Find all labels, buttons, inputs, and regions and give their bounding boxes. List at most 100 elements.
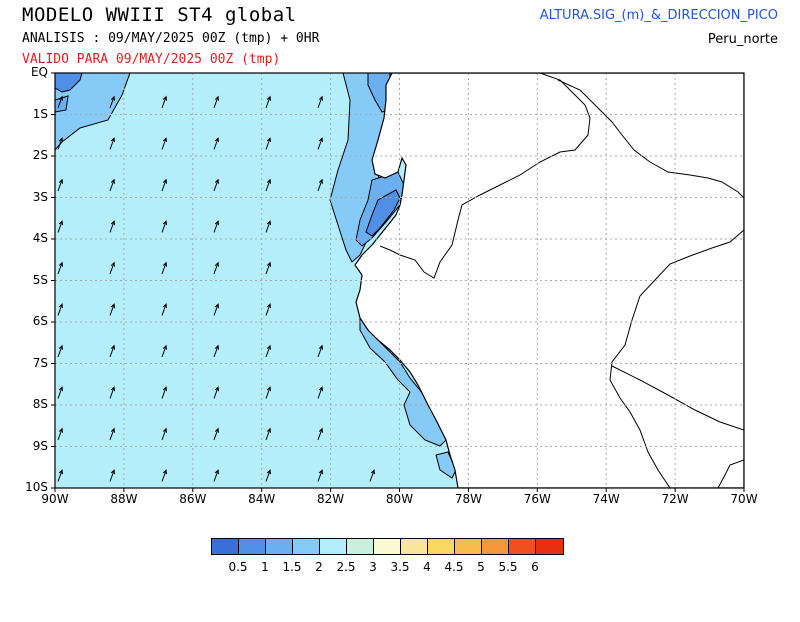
wave-arrow bbox=[265, 179, 271, 192]
wave-arrow-head bbox=[266, 95, 272, 101]
wave-arrow-head bbox=[266, 178, 272, 184]
wave-arrow bbox=[161, 221, 167, 233]
legend-swatch bbox=[482, 539, 509, 554]
map-frame bbox=[54, 72, 745, 489]
wave-arrow bbox=[213, 387, 219, 399]
wave-arrow-head bbox=[266, 220, 272, 226]
country-border bbox=[557, 79, 744, 199]
legend-label: 4.5 bbox=[444, 560, 464, 574]
wave-arrow-head bbox=[162, 427, 168, 433]
wave-arrow-head bbox=[214, 427, 220, 433]
lat-label: 4S bbox=[32, 231, 48, 245]
wave-arrow bbox=[317, 345, 323, 358]
wave-arrow-head bbox=[162, 469, 168, 475]
wave-arrow-head bbox=[318, 95, 324, 101]
wave-arrow bbox=[109, 221, 115, 233]
wave-arrow-head bbox=[162, 386, 168, 392]
lat-label: 10S bbox=[25, 480, 48, 494]
wave-arrow bbox=[57, 428, 63, 441]
wave-arrow bbox=[109, 138, 115, 150]
wave-arrow-head bbox=[266, 427, 272, 433]
wave-arrow-head bbox=[110, 178, 116, 184]
wave-arrow bbox=[265, 428, 271, 441]
legend-swatch bbox=[455, 539, 482, 554]
legend-label: 2 bbox=[315, 560, 323, 574]
legend-swatch bbox=[293, 539, 320, 554]
country-border bbox=[717, 459, 744, 488]
legend-label: 1.5 bbox=[282, 560, 302, 574]
legend-swatch bbox=[428, 539, 455, 554]
wave-arrow bbox=[161, 96, 167, 109]
wave-arrow bbox=[57, 345, 63, 358]
legend-label: 4 bbox=[423, 560, 431, 574]
legend-label: 0.5 bbox=[228, 560, 248, 574]
valid-time: VALIDO PARA 09/MAY/2025 00Z (tmp) bbox=[22, 52, 281, 67]
lat-label: 9S bbox=[32, 438, 48, 453]
wave-arrow bbox=[57, 387, 63, 399]
wave-arrow-head bbox=[58, 469, 64, 475]
wave-arrow-head bbox=[214, 137, 220, 143]
wave-arrow bbox=[213, 138, 219, 150]
wave-arrow-head bbox=[370, 469, 376, 475]
wave-arrow bbox=[369, 470, 375, 482]
wave-arrow-head bbox=[266, 469, 272, 475]
wave-arrow bbox=[57, 179, 63, 192]
color-legend bbox=[211, 538, 564, 555]
wave-arrow bbox=[109, 387, 115, 399]
low-wave-band bbox=[365, 189, 401, 237]
wave-arrow-head bbox=[110, 95, 116, 101]
legend-label: 6 bbox=[531, 560, 539, 574]
lat-label: 2S bbox=[32, 148, 48, 162]
wave-direction-arrows bbox=[57, 95, 376, 482]
wave-arrow-head bbox=[318, 344, 324, 350]
wave-arrow-head bbox=[318, 178, 324, 184]
legend-label: 3.5 bbox=[390, 560, 410, 574]
wave-arrow-head bbox=[162, 344, 168, 350]
wave-arrow bbox=[317, 138, 323, 150]
region-label: Peru_norte bbox=[707, 32, 778, 47]
wave-arrow-head bbox=[214, 386, 220, 392]
wave-arrow-head bbox=[58, 344, 64, 350]
wave-arrow-head bbox=[162, 261, 168, 267]
wave-arrow-head bbox=[110, 220, 116, 226]
wave-arrow bbox=[265, 221, 271, 233]
coastal-wave-band bbox=[55, 73, 131, 151]
wave-arrow-head bbox=[162, 95, 168, 101]
wave-arrow-head bbox=[318, 469, 324, 475]
coastal-wave-band bbox=[359, 316, 447, 447]
lon-label: 80W bbox=[385, 492, 414, 506]
country-border bbox=[611, 365, 744, 431]
lon-label: 86W bbox=[179, 492, 207, 506]
wave-arrow bbox=[317, 428, 323, 441]
wave-arrow-head bbox=[214, 344, 220, 350]
wave-arrow-head bbox=[162, 220, 168, 226]
legend-swatch bbox=[401, 539, 428, 554]
wave-arrow bbox=[57, 262, 63, 275]
legend-swatch bbox=[320, 539, 347, 554]
wave-arrow-head bbox=[110, 261, 116, 267]
legend-swatch bbox=[509, 539, 536, 554]
wave-arrow bbox=[317, 470, 323, 482]
lon-label: 72W bbox=[661, 492, 689, 506]
mid-wave-band bbox=[367, 73, 391, 113]
legend-swatch bbox=[239, 539, 266, 554]
wave-arrow-head bbox=[110, 427, 116, 433]
lon-label: 76W bbox=[523, 492, 551, 506]
wave-arrow-head bbox=[58, 178, 64, 184]
wave-arrow bbox=[57, 304, 63, 316]
wave-arrow bbox=[161, 138, 167, 150]
lat-label: 7S bbox=[32, 355, 48, 370]
wave-arrow bbox=[265, 96, 271, 109]
lat-label: 8S bbox=[32, 397, 48, 411]
wave-arrow-head bbox=[110, 469, 116, 475]
wave-arrow bbox=[57, 470, 63, 482]
wave-arrow bbox=[109, 179, 115, 192]
wave-arrow-head bbox=[318, 137, 324, 143]
wave-arrow bbox=[161, 345, 167, 358]
wave-arrow bbox=[317, 96, 323, 109]
wave-arrow-head bbox=[58, 386, 64, 392]
wave-arrow-head bbox=[266, 303, 272, 309]
wave-arrow-head bbox=[58, 220, 64, 226]
wave-arrow-head bbox=[110, 344, 116, 350]
